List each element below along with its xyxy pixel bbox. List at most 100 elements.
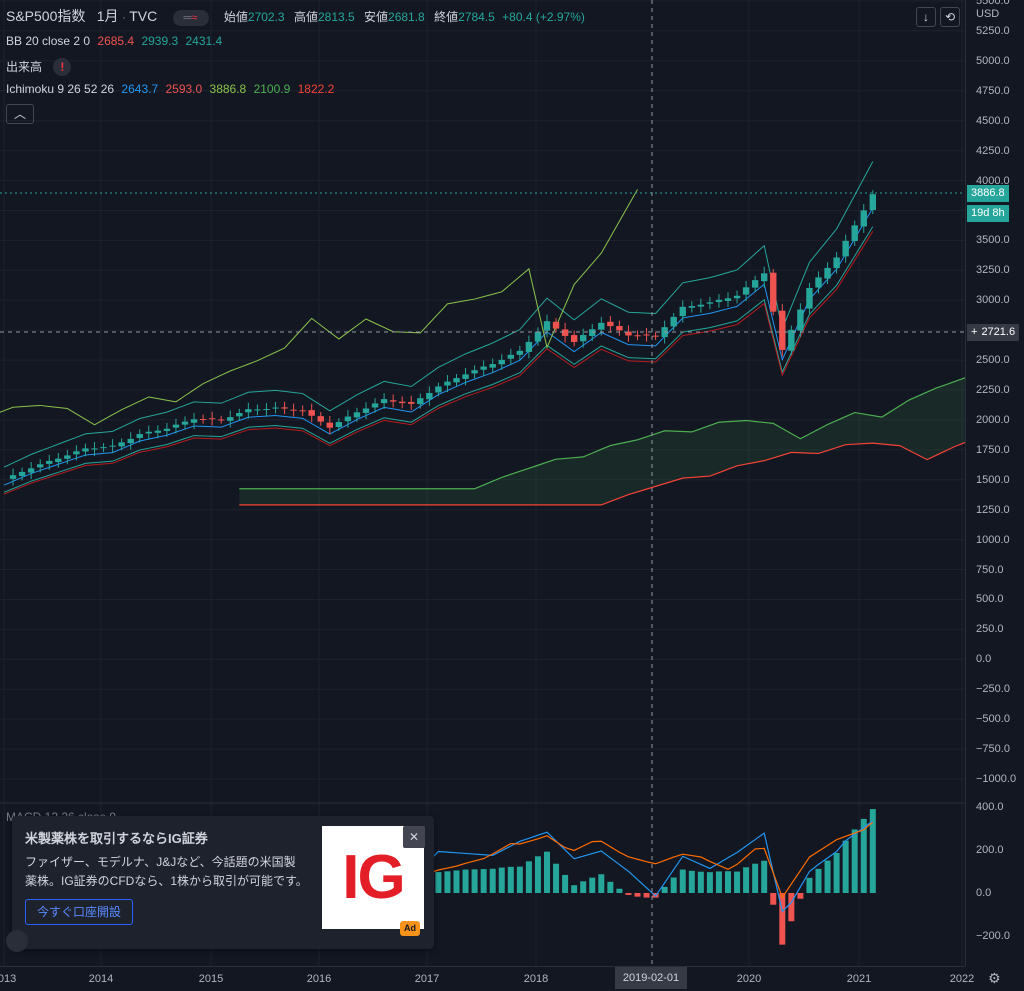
macd-histogram-bar <box>824 860 831 893</box>
ichimoku-cloud <box>239 377 965 506</box>
cloud-fill <box>239 377 965 505</box>
download-icon[interactable]: ↓ <box>916 7 936 27</box>
macd-histogram-bar <box>562 874 569 893</box>
candle-body <box>824 267 831 279</box>
last-price-tag: 3886.8 <box>967 185 1009 202</box>
symbol-name[interactable]: S&P500指数 <box>6 8 86 24</box>
macd-histogram-bar <box>589 877 596 893</box>
macd-histogram-bar <box>544 851 550 893</box>
candle-body <box>353 412 361 418</box>
candle-body <box>706 302 714 304</box>
macd-histogram-bar <box>734 871 741 893</box>
close-value: 2784.5 <box>458 10 495 24</box>
warning-icon[interactable]: ! <box>53 58 72 76</box>
macd-histogram-bar <box>471 869 478 893</box>
volume-legend[interactable]: 出来高 ! <box>6 58 72 76</box>
candle-body <box>118 442 125 447</box>
candle-body <box>561 329 569 336</box>
ichimoku-value-3: 3886.8 <box>209 82 247 96</box>
price-tick-label: −1000.0 <box>976 773 1017 785</box>
ichimoku-legend[interactable]: Ichimoku 9 26 52 26 2643.7 2593.0 3886.8… <box>6 82 334 96</box>
time-tick-label: 2016 <box>306 973 332 985</box>
candle-body <box>172 424 180 428</box>
price-tick-label: 5250.0 <box>976 24 1010 37</box>
candle-body <box>27 468 35 473</box>
candle-body <box>290 409 297 411</box>
candle-body <box>127 438 134 444</box>
candle-body <box>344 416 352 422</box>
collapse-legend-button[interactable]: ︿ <box>6 104 34 124</box>
macd-histogram-bar <box>480 869 487 893</box>
candle-body <box>308 410 315 416</box>
price-tick-label: −500.0 <box>976 713 1010 726</box>
candle-body <box>779 310 786 350</box>
interval-label[interactable]: 1月 <box>96 8 119 24</box>
candle-body <box>100 447 107 449</box>
candle-body <box>643 334 650 336</box>
chart-toggle-icon[interactable] <box>6 930 28 952</box>
macd-histogram-bar <box>598 874 605 893</box>
candle-body <box>498 359 505 365</box>
macd-histogram-bar <box>553 863 560 893</box>
candle-body <box>742 287 750 295</box>
price-tick-label: 0.0 <box>976 653 992 666</box>
candle-body <box>670 316 677 327</box>
macd-tick-label: −200.0 <box>976 930 1010 942</box>
candle-body <box>326 422 333 428</box>
indicator-toggle-icon[interactable]: ═≈ <box>172 9 209 26</box>
ad-popup[interactable]: 米製薬株を取引するならIG証券 ファイザー、モデルナ、J&Jなど、今話題の米国製… <box>12 816 434 949</box>
candle-body <box>417 398 424 405</box>
candle-body <box>245 409 252 413</box>
macd-histogram-bar <box>580 881 587 893</box>
crosshair-plus-icon[interactable]: + <box>971 326 978 338</box>
macd-histogram-bar <box>688 870 695 893</box>
price-tick-label: 4750.0 <box>976 84 1010 97</box>
settings-gear-icon[interactable]: ⚙ <box>988 970 1001 986</box>
base-line <box>3 231 874 495</box>
macd-histogram-bar <box>534 856 541 893</box>
price-tick-label: 2500.0 <box>976 354 1010 367</box>
refresh-icon[interactable]: ⟲ <box>940 7 960 27</box>
candle-body <box>46 460 53 464</box>
macd-histogram-bar <box>507 866 514 893</box>
candle-body <box>9 475 17 479</box>
price-tick-label: 1500.0 <box>976 473 1010 486</box>
candle-body <box>263 409 270 411</box>
ichimoku-value-2: 2593.0 <box>165 82 203 96</box>
candle-body <box>489 364 496 368</box>
price-tick-label: 4250.0 <box>976 144 1010 157</box>
candle-body <box>435 386 442 393</box>
crosshair-price-tag: +2721.6 <box>967 324 1020 341</box>
candle-body <box>109 445 116 447</box>
candle-body <box>408 401 415 404</box>
lead-span-a <box>239 377 965 490</box>
price-tick-label: −250.0 <box>976 683 1010 696</box>
candle-body <box>471 370 478 374</box>
source-label: TVC <box>129 8 158 24</box>
macd-histogram-bar <box>851 829 858 893</box>
macd-histogram-bar <box>670 877 677 893</box>
candle-body <box>236 413 243 417</box>
bb-value-1: 2685.4 <box>97 34 135 48</box>
symbol-legend[interactable]: S&P500指数 1月 · TVC ═≈ 始値2702.3 高値2813.5 安… <box>6 6 585 26</box>
candle-body <box>652 335 659 337</box>
candle-body <box>580 334 587 342</box>
ad-close-button[interactable]: ✕ <box>403 826 425 848</box>
macd-histogram-bar <box>453 870 460 893</box>
time-axis[interactable]: 2013 2014 2015 2016 2017 2018 2020 2021 2022 <box>0 966 974 991</box>
bb-lower-line <box>3 226 874 493</box>
ad-body: ファイザー、モデルナ、J&Jなど、今話題の米国製 薬株。IG証券のCFDなら、1… <box>25 853 325 891</box>
ad-title: 米製薬株を取引するならIG証券 <box>25 831 208 846</box>
time-tick-label: 2014 <box>88 973 114 985</box>
price-axis[interactable]: USD 5500.0 5250.0 5000.0 4750.0 4500.0 4250.0… <box>965 0 1024 966</box>
price-tick-label: 1750.0 <box>976 443 1010 456</box>
ad-cta-button[interactable]: 今すぐ口座開設 <box>25 899 134 925</box>
macd-tick-label: 200.0 <box>976 844 1004 856</box>
candle-body <box>64 455 71 459</box>
macd-histogram-bar <box>661 886 668 893</box>
bb-legend[interactable]: BB 20 close 2 0 2685.4 2939.3 2431.4 <box>6 34 222 48</box>
candle-body <box>181 421 189 425</box>
macd-histogram-bar <box>752 863 759 893</box>
candle-body <box>788 329 795 351</box>
countdown-tag: 19d 8h <box>967 205 1009 222</box>
